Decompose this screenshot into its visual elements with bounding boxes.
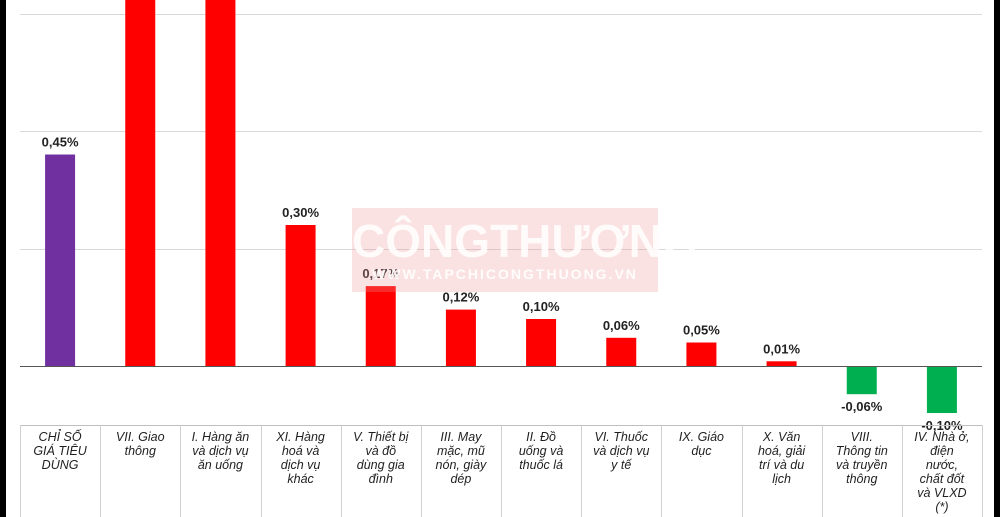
category-label: Thông tin	[836, 444, 888, 458]
category-label: và dịch vụ	[192, 444, 248, 458]
category-label: X. Văn	[762, 430, 801, 444]
bar	[686, 342, 717, 366]
category-label: ăn uống	[198, 458, 243, 472]
bar	[526, 319, 557, 366]
bar	[846, 366, 877, 395]
category-label: thuốc lá	[519, 458, 563, 472]
category-label: y tế	[610, 458, 632, 472]
category-label: khác	[287, 472, 314, 486]
category-label: (*)	[935, 500, 948, 514]
bar	[766, 361, 797, 366]
category-label: điện	[930, 444, 954, 458]
data-label: -0,06%	[841, 399, 883, 414]
category-label: dùng gia	[357, 458, 405, 472]
category-label: trí và du	[759, 458, 804, 472]
category-label: VII. Giao	[116, 430, 165, 444]
category-label: VI. Thuốc	[595, 430, 649, 444]
category-label: và dịch vụ	[593, 444, 649, 458]
bar	[445, 309, 476, 366]
category-label: và truyền	[836, 458, 887, 472]
category-label: IX. Giáo	[679, 430, 724, 444]
category-label: và đồ	[365, 444, 396, 458]
bar	[125, 0, 156, 366]
category-label: VIII.	[851, 430, 873, 444]
category-label: IV. Nhà ở,	[914, 430, 969, 444]
category-label: mặc, mũ	[437, 444, 485, 458]
bar	[45, 154, 76, 366]
category-label: đình	[369, 472, 393, 486]
data-label: 0,12%	[442, 290, 479, 305]
category-label: thông	[846, 472, 877, 486]
watermark-title: CÔNGTHƯƠNG	[352, 215, 698, 267]
category-label: I. Hàng ăn	[192, 430, 250, 444]
bar	[285, 225, 316, 366]
bar	[606, 337, 637, 366]
bar	[365, 286, 396, 366]
category-label: II. Đồ	[526, 430, 556, 444]
category-label: dục	[691, 444, 712, 458]
category-label: hoá và	[282, 444, 320, 458]
category-label: và VLXD	[917, 486, 966, 500]
category-label: uống và	[519, 444, 564, 458]
category-label: lịch	[772, 472, 791, 486]
category-label: chất đốt	[920, 472, 965, 486]
bar	[205, 0, 236, 366]
category-label: DÙNG	[42, 457, 79, 472]
category-label: dịch vụ	[281, 458, 321, 472]
category-label: III. May	[440, 430, 482, 444]
category-label: XI. Hàng	[275, 430, 325, 444]
bar	[926, 366, 957, 413]
data-label: 0,45%	[42, 135, 79, 150]
data-label: 0,06%	[603, 318, 640, 333]
data-label: 0,10%	[523, 299, 560, 314]
category-label: hoá, giải	[758, 444, 806, 458]
category-label: V. Thiết bị	[353, 430, 410, 444]
category-label: GIÁ TIÊU	[33, 443, 87, 458]
data-label: 0,01%	[763, 341, 800, 356]
category-label: nước,	[926, 458, 958, 472]
category-label: dép	[450, 472, 471, 486]
data-label: 0,30%	[282, 205, 319, 220]
category-label: thông	[125, 444, 156, 458]
category-label: nón, giày	[436, 458, 487, 472]
data-label: 0,17%	[362, 266, 399, 281]
watermark: CÔNGTHƯƠNG WWW.TAPCHICONGTHUONG.VN	[352, 208, 698, 292]
watermark-subtitle: WWW.TAPCHICONGTHUONG.VN	[372, 266, 638, 282]
data-label: 0,05%	[683, 323, 720, 338]
category-label: CHỈ SỐ	[39, 429, 82, 444]
